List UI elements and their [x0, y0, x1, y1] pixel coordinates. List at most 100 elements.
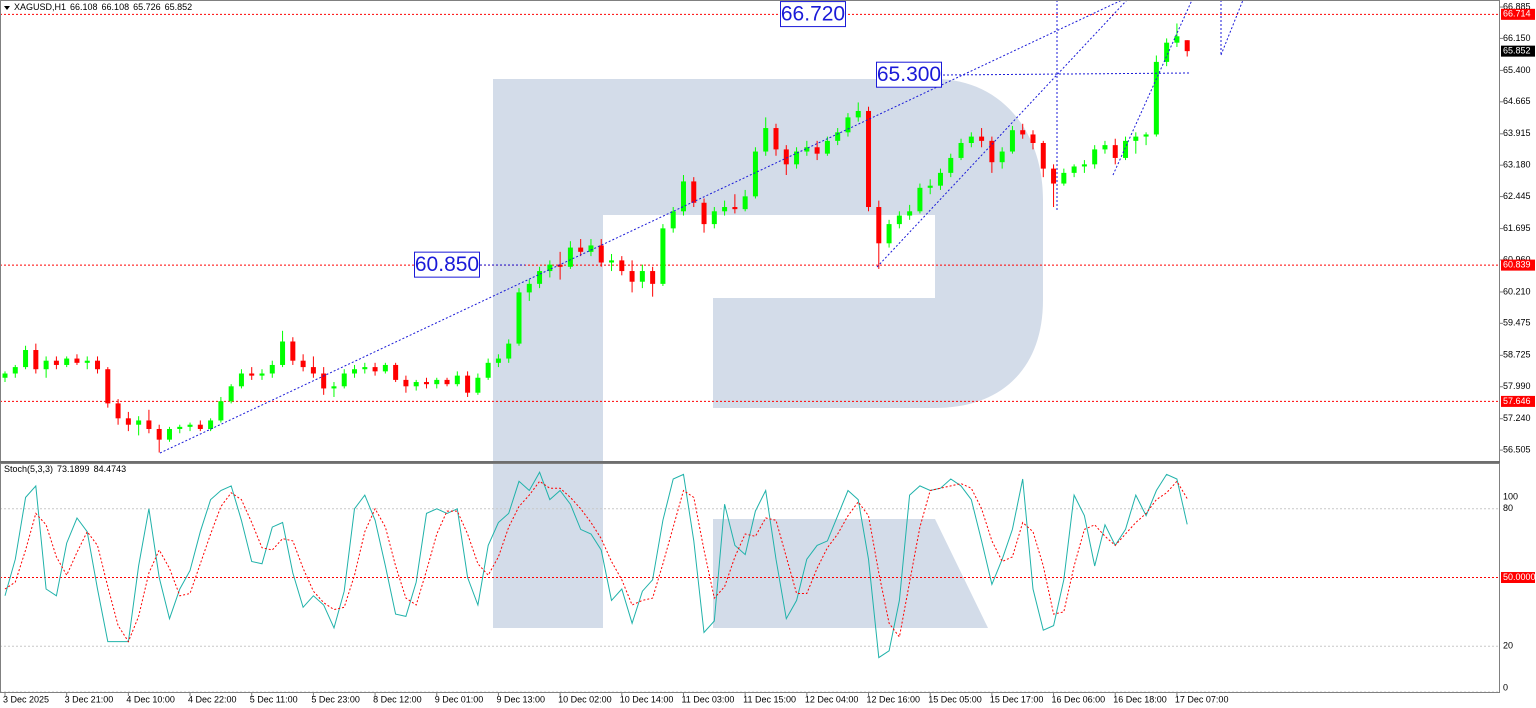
candle-body [1020, 130, 1026, 135]
candle-body [958, 142, 964, 158]
candle-body [752, 151, 758, 197]
candle-body [691, 181, 697, 203]
y-tick-label: 60.210 [1503, 286, 1531, 296]
trend-line [1220, 0, 1244, 56]
candle-body [701, 202, 707, 225]
stoch-line [4, 471, 1188, 659]
y-tick-label: 56.505 [1503, 444, 1531, 454]
candle-body [578, 247, 584, 252]
candle-body [835, 132, 841, 141]
high: 66.108 [102, 2, 130, 12]
y-tick-label: 58.725 [1503, 350, 1531, 360]
x-tick-label: 8 Dec 12:00 [373, 694, 422, 704]
x-tick-label: 5 Dec 23:00 [311, 694, 360, 704]
x-tick-label: 9 Dec 01:00 [435, 694, 484, 704]
trend-lines [159, 0, 1244, 454]
candle-body [372, 367, 378, 372]
candle-body [84, 360, 90, 363]
candle-body [43, 360, 49, 370]
y-tick-label: 63.180 [1503, 160, 1531, 170]
y-tick-label: 66.885 [1503, 1, 1531, 11]
candle-body [33, 350, 39, 370]
y-tick-label: 20 [1503, 641, 1513, 651]
candle-body [434, 379, 440, 385]
annotation-box [414, 251, 480, 278]
candle-body [876, 207, 882, 244]
candle-body [886, 224, 892, 244]
x-tick-label: 10 Dec 02:00 [558, 694, 612, 704]
candle-body [516, 292, 522, 344]
candle-body [794, 151, 800, 165]
candle-body [537, 271, 543, 284]
candle-body [454, 375, 460, 385]
level-label: 66.714 [1503, 9, 1531, 19]
x-tick-label: 10 Dec 14:00 [620, 694, 674, 704]
y-tick-label: 57.240 [1503, 413, 1531, 423]
candle-body [1133, 136, 1139, 141]
candle-body [12, 367, 18, 374]
candle-body [403, 379, 409, 387]
stoch-frame [0, 463, 1500, 693]
signal-value: 84.4743 [94, 464, 127, 474]
candle-body [609, 260, 615, 263]
candle-body [115, 403, 121, 419]
candle-body [465, 375, 471, 393]
y-tick-label: 100 [1503, 491, 1518, 501]
candle-body [588, 245, 594, 252]
candle-body [393, 364, 399, 380]
trend-line [876, 0, 1128, 268]
candle-body [1102, 145, 1108, 150]
candle-body [218, 401, 224, 421]
candle-body [259, 373, 265, 376]
candle-body [228, 386, 234, 402]
candle-body [660, 228, 666, 284]
x-tick-label: 11 Dec 03:00 [681, 694, 734, 704]
candle-body [413, 382, 419, 387]
x-tick-label: 11 Dec 15:00 [743, 694, 796, 704]
annotation-label: 60.850 [415, 253, 479, 276]
candle-body [598, 245, 604, 263]
candle-body [783, 149, 789, 165]
candle-body [1040, 142, 1046, 169]
x-tick-label: 15 Dec 17:00 [990, 694, 1044, 704]
x-tick-label: 15 Dec 05:00 [928, 694, 982, 704]
candle-body [680, 181, 686, 212]
candle-body [824, 140, 830, 154]
candle-body [382, 364, 388, 372]
watermark [493, 79, 1043, 628]
x-tick-label: 3 Dec 21:00 [65, 694, 114, 704]
candle-body [362, 367, 368, 370]
candle-body [742, 196, 748, 210]
candle-body [763, 128, 769, 152]
level-label-box [1501, 395, 1535, 407]
candle-body [321, 373, 327, 389]
candle-body [269, 364, 275, 374]
candle-body [23, 350, 29, 368]
level-label-box [1501, 8, 1535, 20]
candle-body [1009, 130, 1015, 152]
y-tick-label: 59.475 [1503, 318, 1531, 328]
y-tick-label: 64.665 [1503, 96, 1531, 106]
stoch-line [4, 480, 1188, 643]
candle-body [907, 211, 913, 216]
candle-body [423, 382, 429, 385]
candle-body [1071, 166, 1077, 173]
candle-body [300, 360, 306, 368]
y-tick-label: 63.915 [1503, 128, 1531, 138]
x-tick-label: 4 Dec 10:00 [126, 694, 175, 704]
candle-body [722, 207, 728, 212]
candle-body [280, 341, 286, 365]
candle-body [1153, 61, 1159, 135]
candle-body [331, 386, 337, 389]
annotation-box [876, 61, 942, 88]
level-label-box [1501, 259, 1535, 271]
candle-body [845, 117, 851, 133]
candle-body [238, 373, 244, 387]
candle-body [773, 128, 779, 150]
candle-body [64, 358, 70, 365]
candle-body [1123, 140, 1129, 158]
candle-body [177, 426, 183, 429]
low: 65.726 [133, 2, 161, 12]
x-tick-label: 5 Dec 11:00 [250, 694, 298, 704]
